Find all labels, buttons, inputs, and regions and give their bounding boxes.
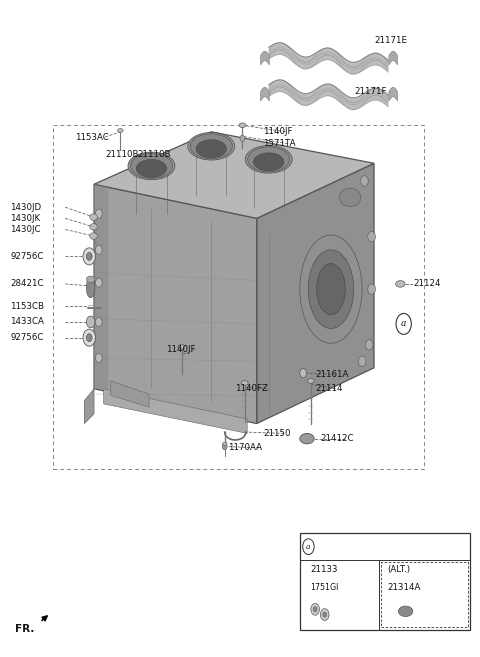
Ellipse shape: [131, 154, 172, 178]
Text: 21124: 21124: [413, 279, 441, 288]
Circle shape: [300, 369, 307, 378]
Ellipse shape: [86, 276, 95, 283]
Text: 21133: 21133: [311, 566, 338, 574]
Text: a: a: [401, 319, 407, 328]
Text: 21114: 21114: [316, 384, 343, 394]
Text: 1153CB: 1153CB: [10, 302, 44, 311]
Ellipse shape: [90, 233, 97, 239]
Text: 1140JF: 1140JF: [166, 345, 195, 354]
Ellipse shape: [317, 263, 345, 315]
Circle shape: [368, 231, 375, 242]
Ellipse shape: [308, 378, 314, 383]
Ellipse shape: [222, 442, 227, 445]
Ellipse shape: [188, 133, 235, 160]
Ellipse shape: [86, 278, 95, 298]
Text: FR.: FR.: [15, 623, 35, 634]
Ellipse shape: [253, 153, 284, 171]
Ellipse shape: [339, 188, 361, 206]
Text: 1433CA: 1433CA: [10, 317, 44, 327]
Polygon shape: [94, 184, 108, 389]
Polygon shape: [257, 164, 374, 424]
Text: 21110B: 21110B: [137, 150, 170, 158]
Ellipse shape: [128, 152, 175, 179]
Ellipse shape: [398, 606, 413, 616]
Text: 1571TA: 1571TA: [263, 139, 296, 148]
Circle shape: [360, 175, 368, 186]
Circle shape: [86, 252, 92, 260]
Text: (ALT.): (ALT.): [387, 566, 410, 574]
Ellipse shape: [239, 123, 246, 127]
Ellipse shape: [118, 129, 123, 133]
Ellipse shape: [396, 281, 405, 287]
Ellipse shape: [136, 160, 167, 177]
Polygon shape: [94, 184, 257, 424]
Text: 21110B: 21110B: [105, 150, 139, 158]
Ellipse shape: [190, 134, 232, 159]
Circle shape: [365, 340, 373, 350]
Ellipse shape: [245, 146, 292, 173]
Circle shape: [321, 608, 329, 620]
Text: 92756C: 92756C: [10, 333, 44, 342]
Polygon shape: [84, 389, 94, 424]
Circle shape: [323, 612, 326, 617]
Ellipse shape: [248, 147, 290, 172]
Polygon shape: [104, 389, 247, 434]
Text: 92756C: 92756C: [10, 252, 44, 261]
Circle shape: [313, 606, 317, 612]
Text: 21150: 21150: [263, 429, 290, 438]
Circle shape: [311, 603, 320, 615]
Text: 1170AA: 1170AA: [228, 443, 263, 452]
Ellipse shape: [300, 434, 314, 444]
Circle shape: [240, 135, 245, 142]
Ellipse shape: [300, 235, 362, 343]
Circle shape: [358, 356, 366, 367]
Text: 21171E: 21171E: [374, 35, 407, 45]
Text: 1140JF: 1140JF: [263, 127, 292, 136]
Text: 21412C: 21412C: [321, 434, 354, 443]
Text: 21171F: 21171F: [354, 87, 386, 96]
Text: 1430JD: 1430JD: [10, 203, 41, 212]
Circle shape: [96, 317, 102, 327]
Polygon shape: [111, 381, 149, 407]
Ellipse shape: [241, 380, 248, 385]
Circle shape: [83, 248, 96, 265]
Circle shape: [96, 245, 102, 254]
Polygon shape: [94, 132, 374, 218]
Circle shape: [96, 353, 102, 363]
Text: 1140FZ: 1140FZ: [235, 384, 268, 394]
Text: 1751GI: 1751GI: [311, 583, 339, 592]
Circle shape: [96, 209, 102, 218]
Text: 1430JC: 1430JC: [10, 225, 41, 234]
Text: 21314A: 21314A: [387, 583, 421, 592]
Circle shape: [86, 334, 92, 342]
Circle shape: [222, 443, 227, 450]
FancyBboxPatch shape: [300, 533, 470, 630]
Text: a: a: [306, 543, 311, 551]
Circle shape: [86, 316, 95, 328]
Ellipse shape: [90, 214, 97, 220]
Text: 28421C: 28421C: [10, 279, 44, 288]
Text: 1153AC: 1153AC: [75, 133, 108, 141]
Text: 21161A: 21161A: [316, 370, 349, 379]
Circle shape: [96, 278, 102, 287]
Text: 1430JK: 1430JK: [10, 214, 40, 223]
Ellipse shape: [196, 140, 227, 158]
Circle shape: [83, 329, 96, 346]
Circle shape: [368, 284, 375, 294]
Ellipse shape: [308, 250, 354, 328]
Ellipse shape: [178, 344, 185, 349]
Ellipse shape: [90, 223, 97, 230]
